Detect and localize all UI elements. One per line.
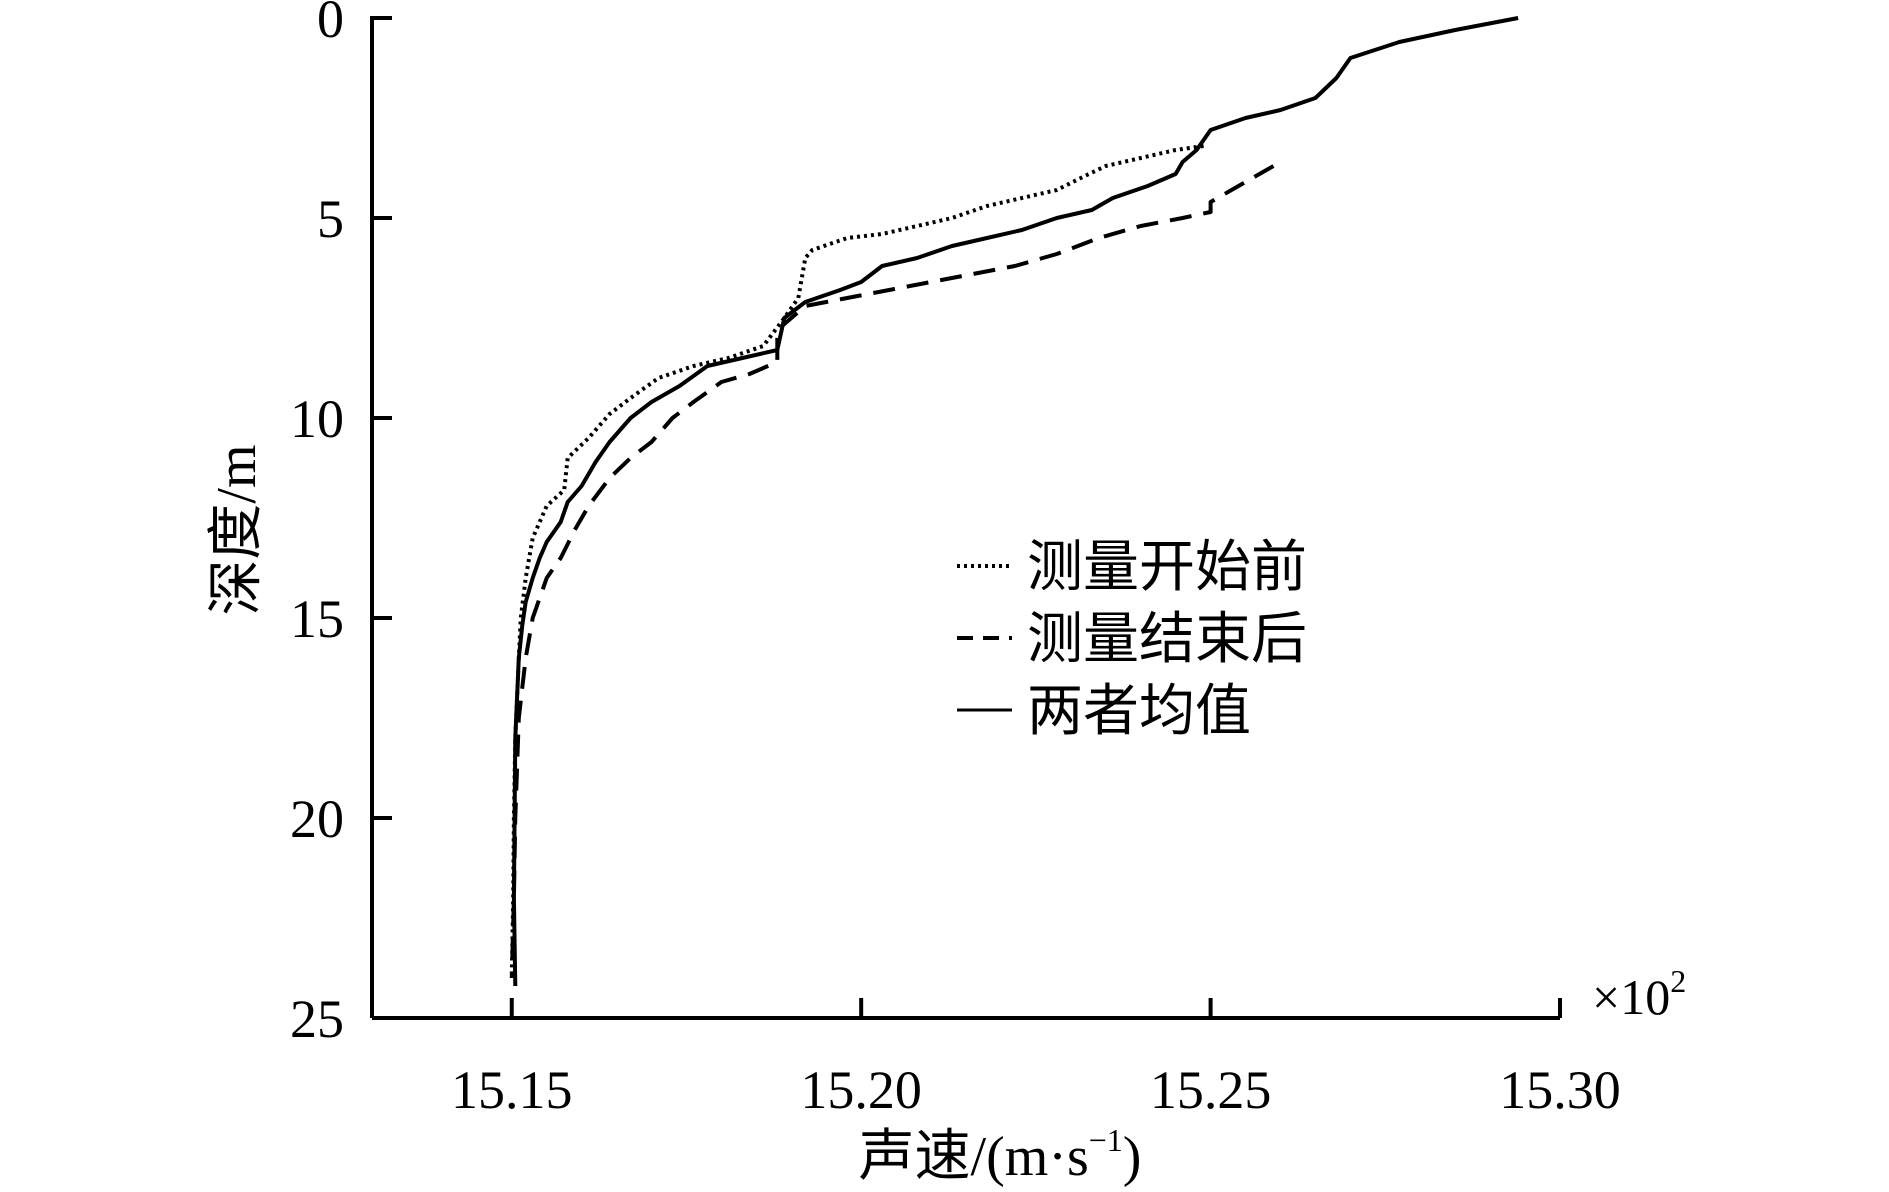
axes [370, 16, 1560, 1020]
y-axis-title: 深度/m [206, 444, 268, 615]
legend-label: 测量开始前 [1027, 537, 1307, 599]
y-tick-label: 20 [290, 789, 344, 849]
series-group [509, 16, 1519, 987]
x-tick-label: 15.30 [1499, 1060, 1621, 1120]
y-tick-label: 5 [317, 189, 344, 249]
legend-label: 两者均值 [1027, 681, 1251, 743]
x-axis-title-sup: −1 [1089, 1122, 1123, 1158]
x-axis-title-close: ) [1123, 1126, 1142, 1188]
y-ticks: 0 5 10 15 20 25 [290, 0, 392, 1049]
y-tick-label: 15 [290, 589, 344, 649]
series-line-solid [511, 16, 1519, 987]
x-tick-label: 15.15 [451, 1060, 573, 1120]
x-axis-title-main: 声速/(m·s [859, 1126, 1089, 1188]
y-tick-label: 0 [317, 0, 344, 49]
x-multiplier-exponent: 2 [1670, 963, 1686, 999]
x-axis-title: 声速/(m·s−1) [859, 1122, 1142, 1188]
x-tick-label: 15.25 [1150, 1060, 1272, 1120]
x-tick-label: 15.20 [800, 1060, 922, 1120]
y-tick-label: 10 [290, 389, 344, 449]
x-axis-multiplier: ×102 [1592, 963, 1686, 1025]
x-ticks: 15.15 15.20 15.25 15.30 [451, 998, 1621, 1120]
y-tick-label: 25 [290, 989, 344, 1049]
legend-label: 测量结束后 [1027, 609, 1307, 671]
series-line-dashed [509, 164, 1275, 979]
x-multiplier-base: ×10 [1592, 969, 1670, 1025]
